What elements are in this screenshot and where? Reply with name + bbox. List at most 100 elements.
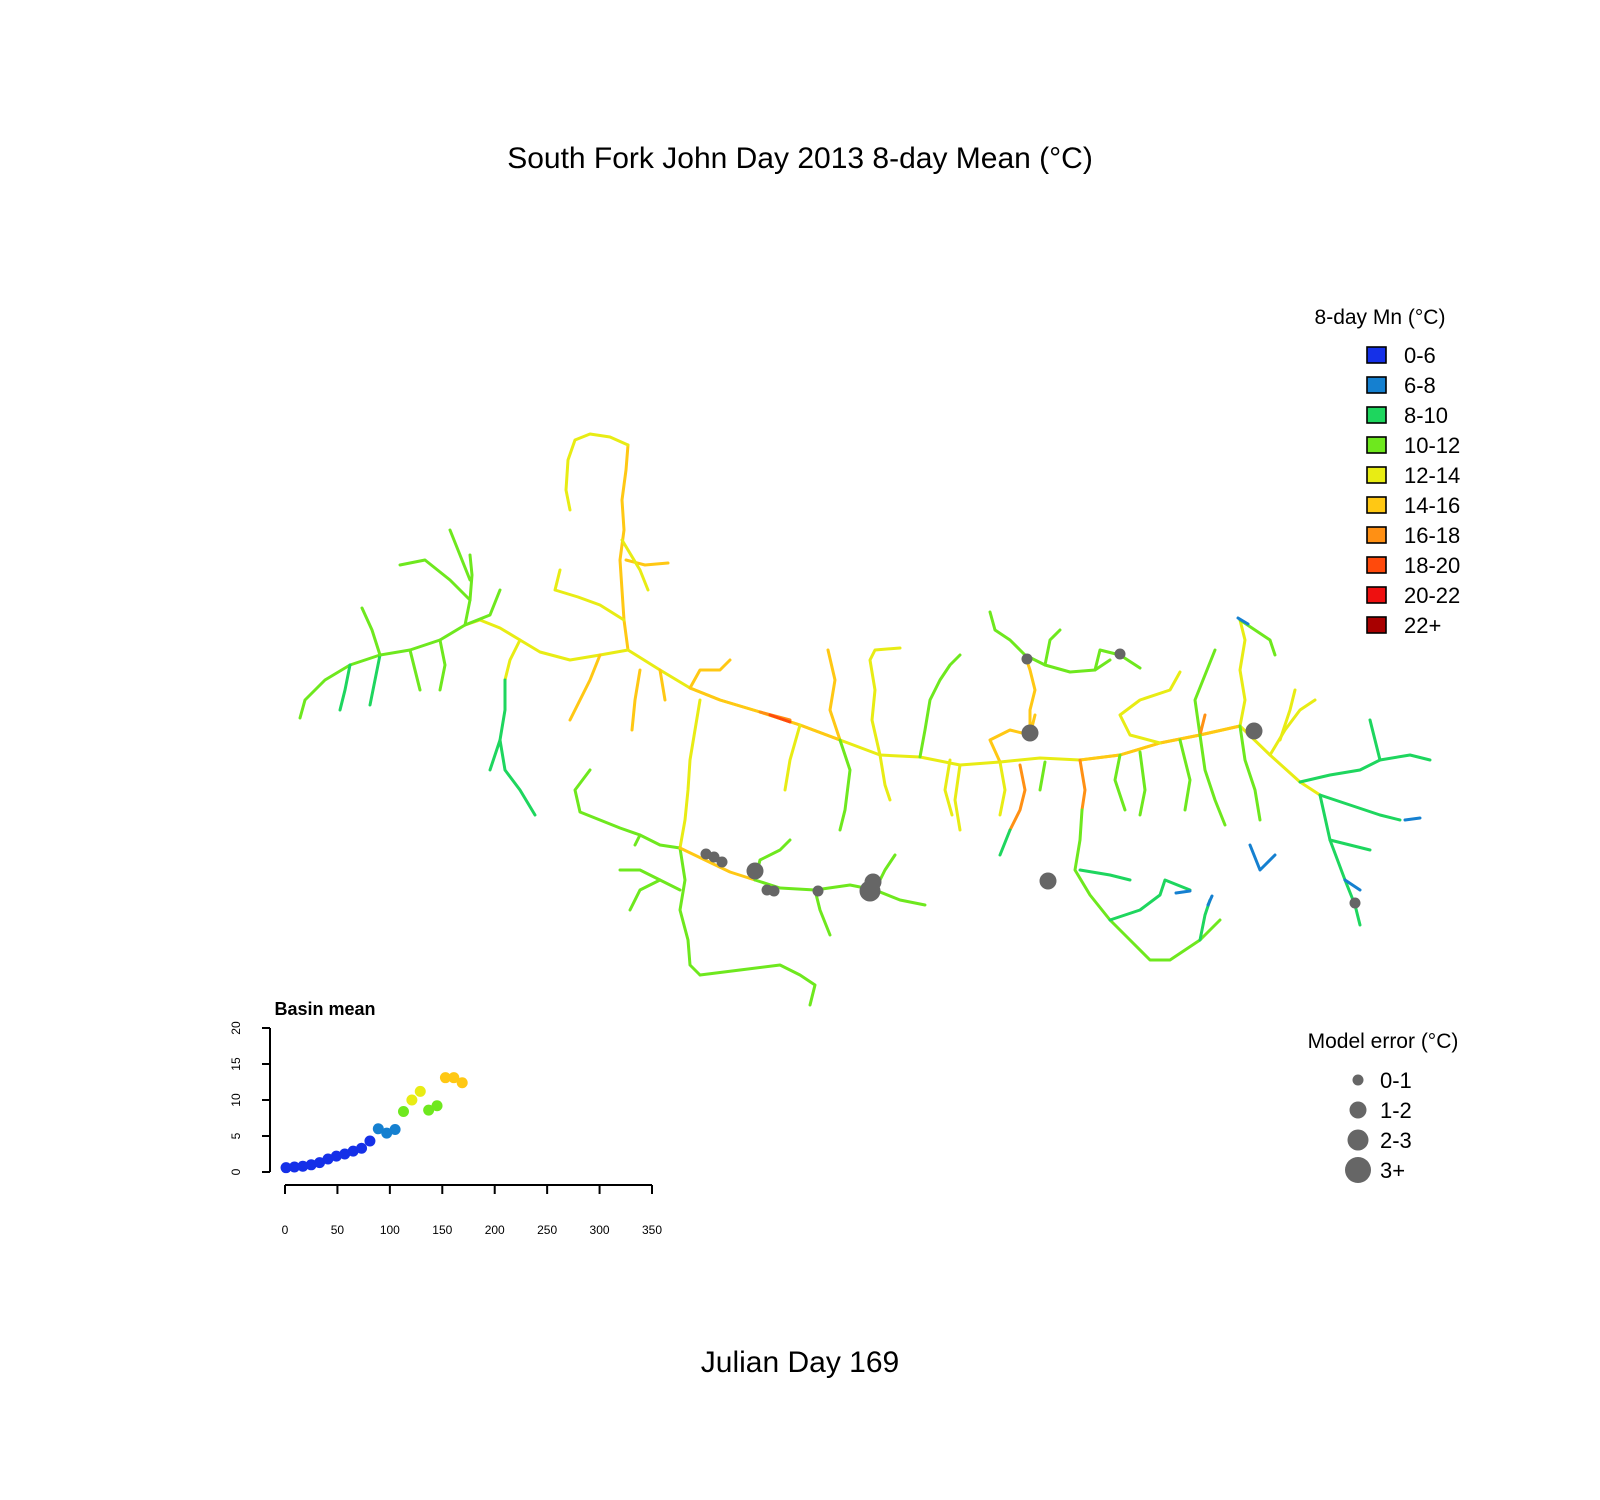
legend-label: 8-10	[1404, 403, 1448, 428]
stream-segment	[398, 558, 472, 602]
stream-segment	[1328, 838, 1372, 852]
stream-segment	[368, 653, 382, 707]
y-tick-label: 0	[229, 1168, 243, 1175]
stream-segment	[678, 846, 702, 977]
basin-mean-point	[339, 1148, 351, 1160]
error-site-marker	[768, 885, 780, 897]
legend-swatch	[1366, 346, 1387, 364]
basin-mean-point	[423, 1104, 435, 1116]
stream-segment	[298, 623, 467, 720]
stream-segment	[878, 753, 892, 802]
error-site-marker	[746, 862, 764, 880]
stream-segment	[1178, 738, 1192, 812]
basin-mean-point	[414, 1085, 426, 1097]
stream-segment	[463, 588, 502, 627]
stream-segment	[338, 663, 352, 712]
x-tick-label: 350	[642, 1223, 662, 1237]
error-size-symbol	[1347, 1129, 1369, 1151]
stream-segment	[1248, 843, 1277, 872]
stream-segment	[813, 888, 832, 937]
x-tick-label: 150	[432, 1223, 452, 1237]
basin-mean-point	[448, 1072, 460, 1084]
map-title: South Fork John Day 2013 8-day Mean (°C)	[507, 142, 1093, 175]
stream-segment	[618, 443, 630, 652]
stream-segment	[1078, 758, 1087, 812]
error-site-marker	[812, 885, 824, 897]
error-site-marker	[1349, 897, 1361, 909]
stream-segment	[1298, 753, 1432, 784]
legend-label: 22+	[1404, 613, 1441, 638]
basin-mean-point	[322, 1153, 334, 1165]
stream-segment	[1118, 670, 1182, 745]
y-tick-label: 5	[229, 1132, 243, 1139]
basin-mean-point	[439, 1072, 451, 1084]
error-legend-label: 1-2	[1380, 1098, 1412, 1123]
y-tick-label: 20	[229, 1021, 243, 1035]
stream-segment	[1023, 653, 1037, 737]
stream-segment	[564, 432, 630, 512]
legend-label: 12-14	[1404, 463, 1460, 488]
error-legend-label: 2-3	[1380, 1128, 1412, 1153]
legend-swatch	[1366, 586, 1387, 604]
stream-segment	[1343, 878, 1362, 892]
error-site-marker	[1021, 724, 1039, 742]
legend-swatch	[1366, 436, 1387, 454]
stream-segment	[953, 763, 962, 832]
error-size-symbol	[1349, 1101, 1367, 1119]
basin-mean-point	[305, 1159, 317, 1171]
stream-segment	[620, 538, 650, 592]
stream-segment	[618, 868, 662, 882]
basin-mean-point	[431, 1100, 443, 1112]
legend-swatch	[1366, 556, 1387, 574]
stream-segment	[360, 606, 382, 657]
stream-segment	[1093, 648, 1142, 672]
stream-segment	[688, 658, 732, 690]
basin-mean-point	[356, 1142, 368, 1154]
error-site-marker	[1245, 722, 1263, 740]
stream-segment	[463, 553, 474, 627]
stream-segment	[826, 648, 842, 742]
stream-segment	[573, 768, 682, 850]
stream-segment	[868, 646, 902, 757]
stream-segment	[1193, 648, 1217, 737]
error-site-marker	[708, 851, 720, 863]
stream-segment	[1238, 724, 1262, 822]
stream-segment	[1236, 616, 1250, 626]
basin-mean-point	[314, 1157, 326, 1169]
stream-segment	[633, 833, 642, 847]
basin-mean-point	[406, 1094, 418, 1106]
stream-segment	[553, 568, 626, 622]
legend-swatch	[1366, 616, 1387, 634]
stream-segment	[488, 738, 502, 772]
stream-segment	[1198, 713, 1207, 737]
model-error-legend: Model error (°C) 0-1 1-2 2-3 3+	[1308, 1030, 1459, 1183]
stream-segment	[943, 758, 954, 817]
error-site-marker	[1021, 653, 1033, 665]
basin-mean-point	[280, 1162, 292, 1174]
julian-day-label: Julian Day 169	[701, 1346, 899, 1379]
stream-segment	[1206, 894, 1214, 907]
stream-segment	[463, 618, 630, 662]
stream-segment	[1038, 760, 1047, 792]
x-tick-label: 300	[590, 1223, 610, 1237]
legend-label: 20-22	[1404, 583, 1460, 608]
stream-segment	[448, 528, 472, 582]
stream-segment	[1008, 763, 1027, 832]
error-legend-label: 0-1	[1380, 1068, 1412, 1093]
legend-label: 0-6	[1404, 343, 1436, 368]
error-site-marker	[716, 856, 728, 868]
legend-label: 10-12	[1404, 433, 1460, 458]
stream-segment	[1078, 868, 1132, 882]
basin-mean-point	[456, 1077, 468, 1089]
model-error-legend-title: Model error (°C)	[1308, 1030, 1459, 1053]
stream-segment	[1198, 733, 1227, 827]
basin-mean-point	[330, 1150, 342, 1162]
stream-network	[298, 432, 1432, 1007]
stream-segment	[1268, 698, 1317, 757]
stream-segment	[698, 963, 817, 1007]
basin-mean-point	[297, 1160, 309, 1172]
stream-segment	[998, 828, 1012, 857]
x-tick-label: 50	[331, 1223, 345, 1237]
